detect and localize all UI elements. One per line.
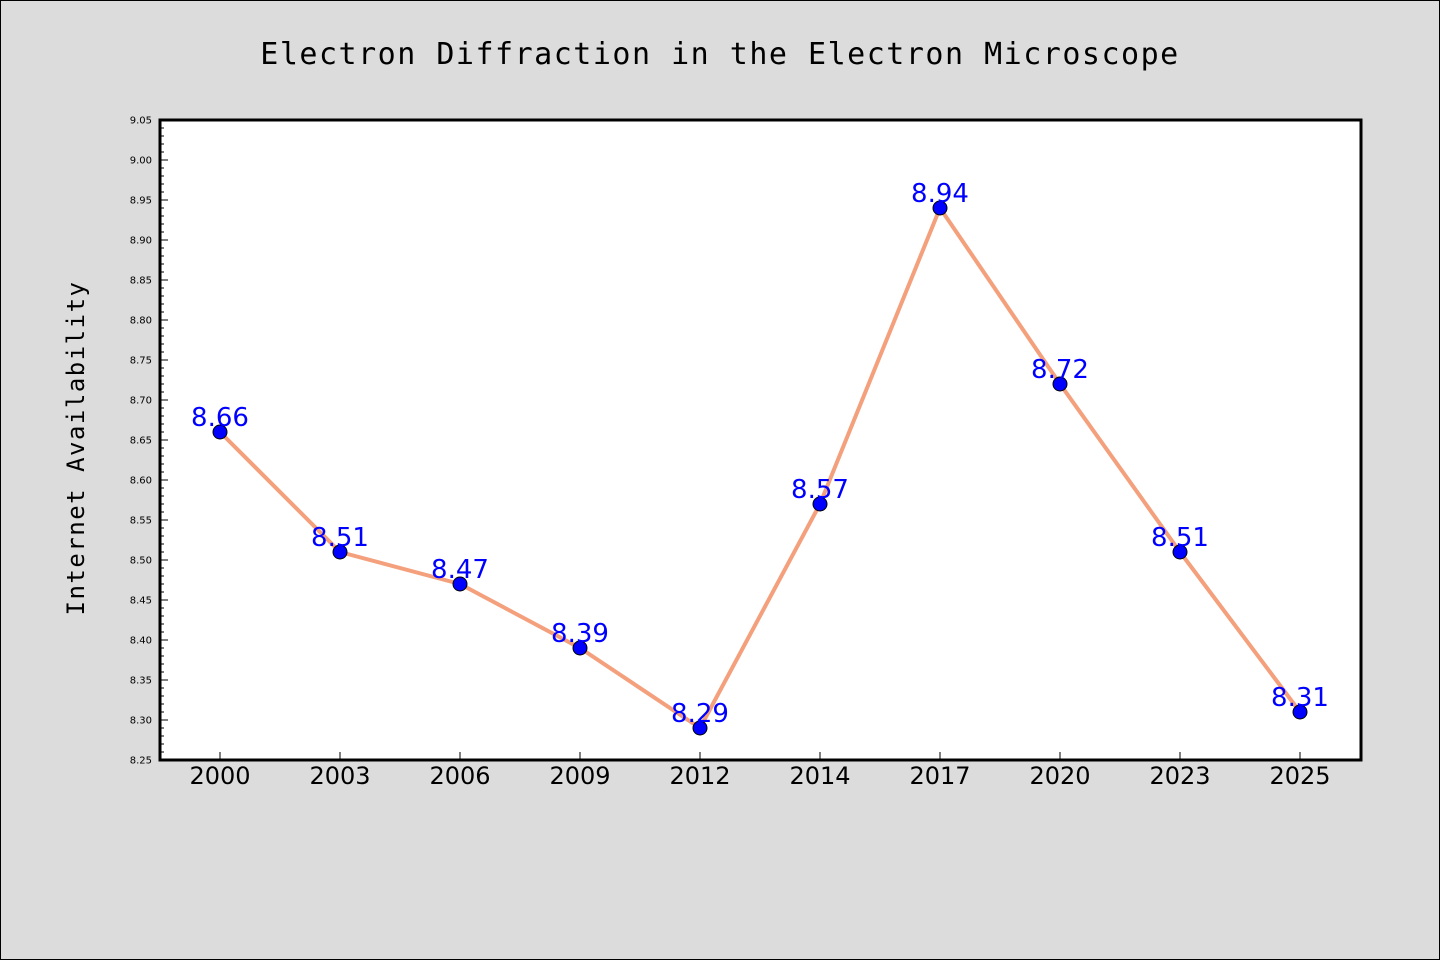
x-tick-label: 2003: [309, 762, 370, 790]
data-point-marker: [572, 640, 588, 656]
y-tick-label: 8.60: [130, 476, 152, 487]
x-tick-label: 2017: [909, 762, 970, 790]
x-tick-label: 2000: [189, 762, 250, 790]
data-point-marker: [1052, 376, 1068, 392]
x-tick-label: 2014: [789, 762, 850, 790]
data-point-marker: [332, 544, 348, 560]
y-tick-label: 8.30: [130, 716, 152, 727]
data-point-marker: [1292, 704, 1308, 720]
data-point-marker: [692, 720, 708, 736]
plot-area: [160, 120, 1361, 760]
data-point-marker: [452, 576, 468, 592]
y-axis-label: Internet Availability: [62, 281, 90, 616]
x-tick-label: 2012: [669, 762, 730, 790]
y-tick-label: 8.65: [130, 436, 152, 447]
chart-title: Electron Diffraction in the Electron Mic…: [260, 37, 1179, 72]
y-tick-label: 8.55: [130, 516, 152, 527]
y-tick-label: 8.95: [130, 196, 152, 207]
data-label: 8.94: [911, 179, 969, 209]
x-tick-label: 2009: [549, 762, 610, 790]
data-label: 8.66: [191, 403, 249, 433]
x-tick-label: 2006: [429, 762, 490, 790]
x-axis-ticks: 2000 2003 2006 2009 2012 2014 2017 2020 2023 2025: [189, 752, 1331, 790]
y-tick-label: 8.35: [130, 676, 152, 687]
y-tick-label: 8.50: [130, 556, 152, 567]
y-tick-label: 8.75: [130, 356, 152, 367]
x-tick-label: 2020: [1029, 762, 1090, 790]
data-label: 8.47: [431, 555, 489, 585]
y-tick-label: 8.45: [130, 596, 152, 607]
series-line: [218, 206, 1302, 730]
data-label: 8.39: [551, 619, 609, 649]
data-point-marker: [1172, 544, 1188, 560]
y-tick-label: 8.40: [130, 636, 152, 647]
y-tick-label: 9.00: [130, 156, 152, 167]
x-tick-label: 2025: [1269, 762, 1330, 790]
y-tick-label: 8.25: [130, 756, 152, 767]
data-point-marker: [812, 496, 828, 512]
y-tick-label: 8.70: [130, 396, 152, 407]
series-group: [212, 200, 1308, 736]
y-tick-label: 8.90: [130, 236, 152, 247]
data-point-marker: [212, 424, 228, 440]
y-tick-label: 8.85: [130, 276, 152, 287]
y-tick-label: 8.80: [130, 316, 152, 327]
data-label: 8.29: [671, 699, 729, 729]
data-labels-group: 8.66 8.51 8.47 8.39 8.29 8.57 8.94 8.72 8.51 8.31: [191, 179, 1329, 729]
data-label: 8.31: [1271, 683, 1329, 713]
data-label: 8.51: [1151, 523, 1209, 553]
data-label: 8.57: [791, 475, 849, 505]
data-label: 8.72: [1031, 355, 1089, 385]
data-point-marker: [932, 200, 948, 216]
data-label: 8.51: [311, 523, 369, 553]
y-tick-label: 9.05: [130, 116, 152, 127]
x-tick-label: 2023: [1149, 762, 1210, 790]
plot-frame: [158, 118, 1363, 762]
